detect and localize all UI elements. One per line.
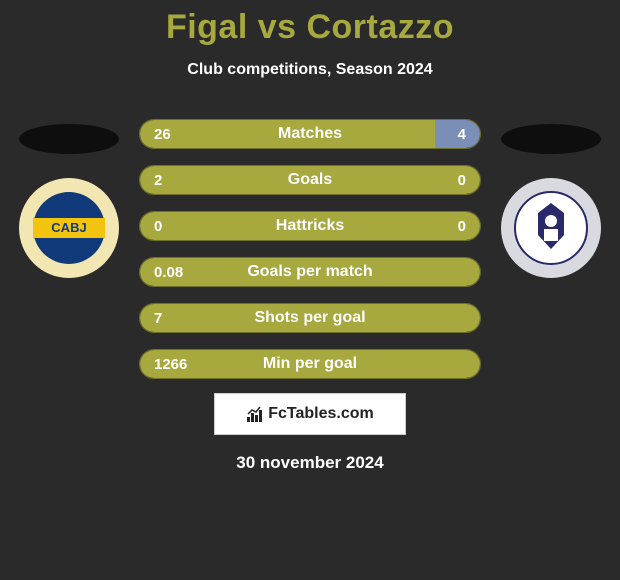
boca-juniors-crest: CABJ (19, 178, 119, 278)
main-area: CABJ 26 Matches 4 2 Goals 0 0 Hattricks 0 0.08 Goa… (0, 119, 620, 379)
stat-value-left: 2 (154, 172, 162, 189)
stat-label: Goals (288, 171, 332, 189)
stat-row: 7 Shots per goal (139, 303, 481, 333)
stat-label: Matches (278, 125, 342, 143)
crest-left-icon: CABJ (32, 191, 106, 265)
stat-value-left: 0 (154, 218, 162, 235)
stat-value-right: 4 (458, 126, 466, 143)
page-title: Figal vs Cortazzo (166, 8, 454, 47)
date-line: 30 november 2024 (236, 453, 383, 473)
stat-label: Min per goal (263, 355, 357, 373)
left-player-col: CABJ (19, 119, 119, 278)
crest-right-icon (514, 191, 588, 265)
stat-row: 26 Matches 4 (139, 119, 481, 149)
player-shadow-right (501, 124, 601, 154)
stat-value-left: 1266 (154, 356, 187, 373)
stat-label: Hattricks (276, 217, 344, 235)
stat-label: Shots per goal (254, 309, 365, 327)
svg-text:CABJ: CABJ (51, 220, 86, 235)
stat-row: 2 Goals 0 (139, 165, 481, 195)
brand-badge[interactable]: FcTables.com (214, 393, 406, 435)
fctables-logo-icon (246, 405, 264, 423)
stat-value-left: 0.08 (154, 264, 183, 281)
stat-value-right: 0 (458, 172, 466, 189)
stat-row: 1266 Min per goal (139, 349, 481, 379)
subtitle: Club competitions, Season 2024 (187, 61, 432, 79)
player-shadow-left (19, 124, 119, 154)
gimnasia-crest (501, 178, 601, 278)
comparison-card: Figal vs Cortazzo Club competitions, Sea… (0, 0, 620, 580)
right-player-col (501, 119, 601, 278)
brand-label: FcTables.com (268, 405, 374, 423)
stat-row: 0.08 Goals per match (139, 257, 481, 287)
stats-column: 26 Matches 4 2 Goals 0 0 Hattricks 0 0.08 Goals pe… (139, 119, 481, 379)
stat-value-left: 7 (154, 310, 162, 327)
stat-value-left: 26 (154, 126, 171, 143)
stat-label: Goals per match (247, 263, 372, 281)
stat-value-right: 0 (458, 218, 466, 235)
stat-row: 0 Hattricks 0 (139, 211, 481, 241)
